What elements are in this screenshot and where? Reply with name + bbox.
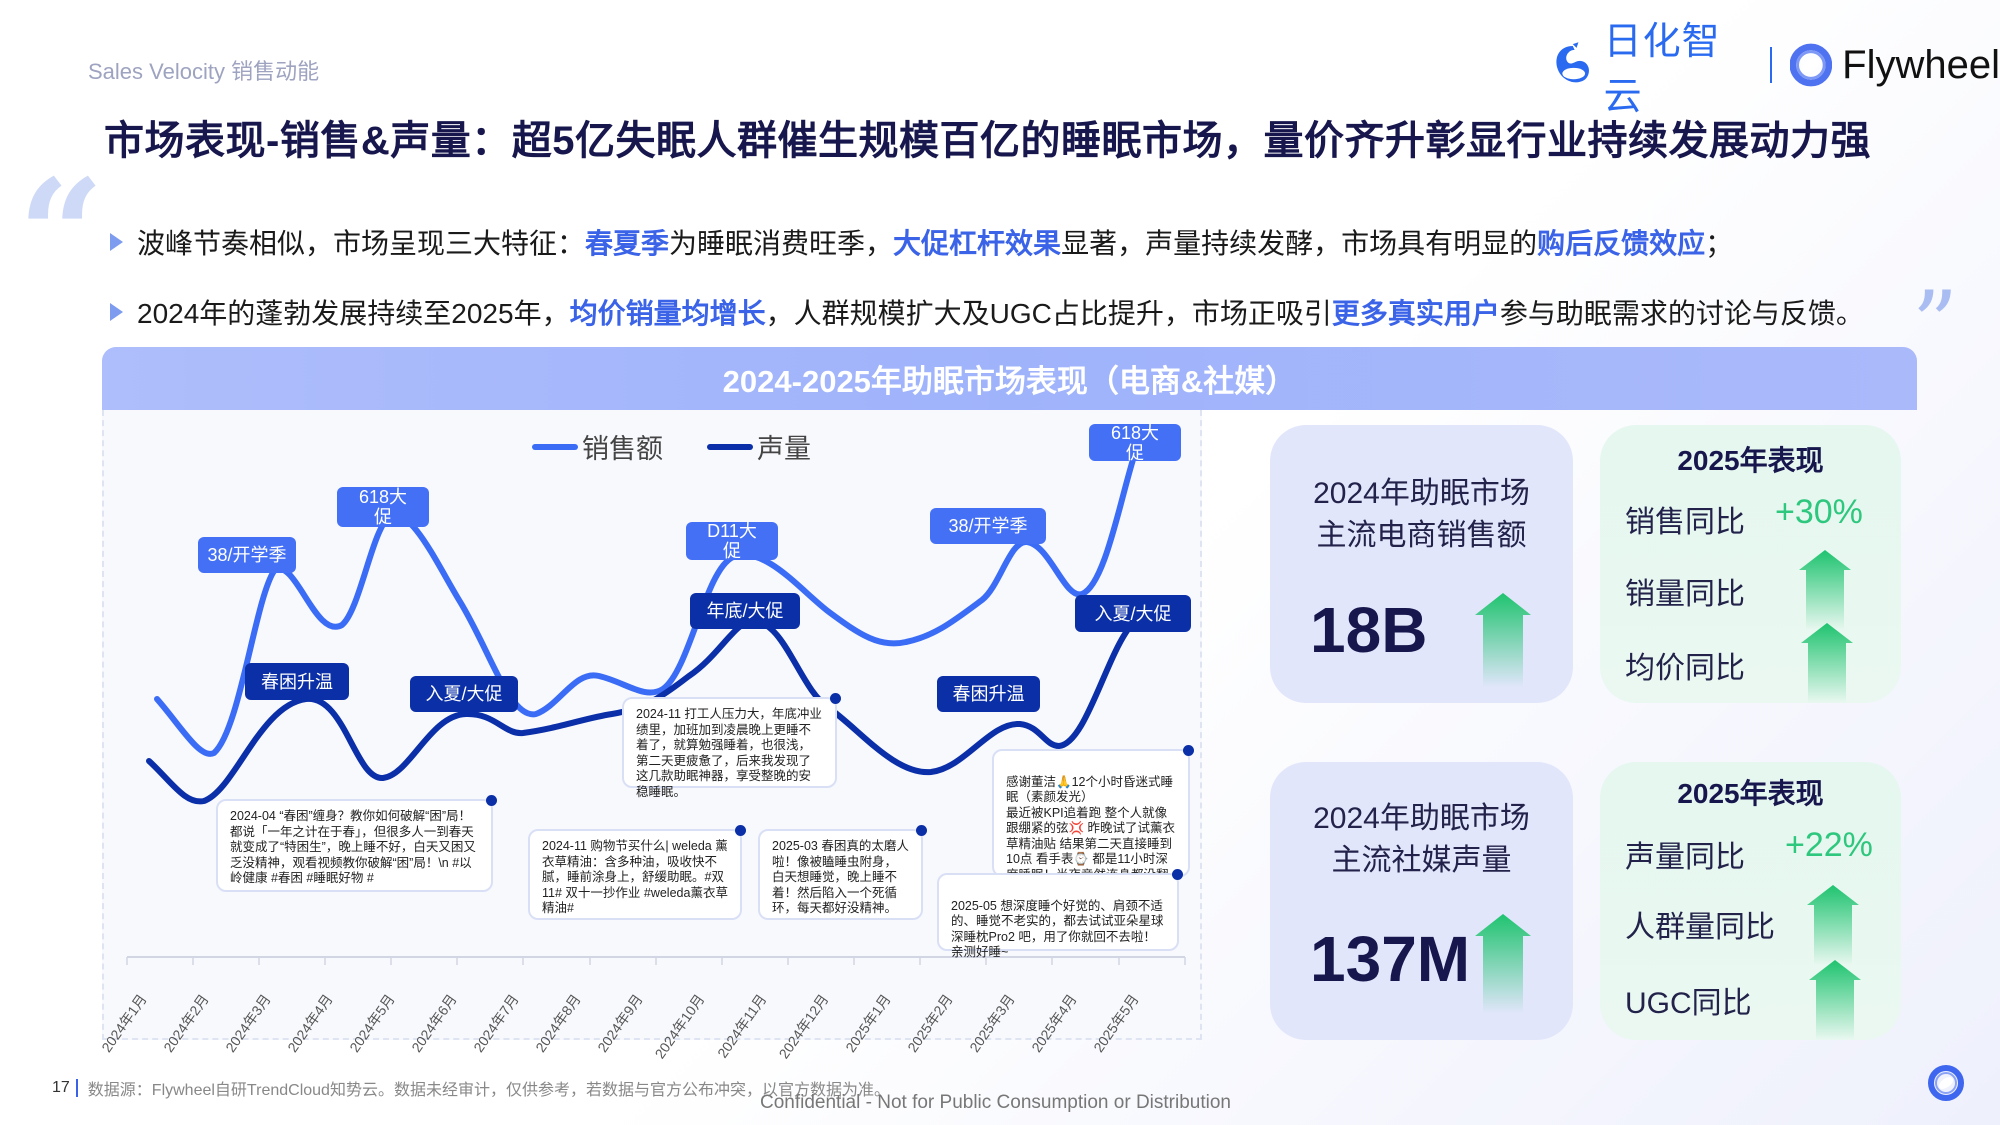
ugc-note-2024-04: 2024-04 “春困”缠身？教你如何破解“困”局！ 都说「一年之计在于春」，但… bbox=[216, 795, 497, 892]
card-2025-title: 2025年表现 bbox=[1677, 778, 1824, 809]
ecommerce-sales-value: 18B bbox=[1310, 594, 1428, 666]
up-arrow-icon bbox=[1809, 960, 1861, 1040]
ugc-note-2025-05: 2025-05 想深度睡个好觉的、肩颈不适的、睡觉不老实的，都去试试亚朵星球深睡… bbox=[937, 869, 1183, 959]
note-marker-dot bbox=[1172, 869, 1183, 880]
legend-swatch-sales bbox=[532, 443, 578, 450]
bullet-1: 波峰节奏相似，市场呈现三大特征： 春夏季 为睡眠消费旺季， 大促杠杆效果 显著，声量持续… bbox=[110, 222, 1733, 262]
tag-sales-618-2024: 618大 促 bbox=[337, 487, 429, 527]
row-voice-yoy-label: 声量同比 bbox=[1625, 841, 1745, 874]
tag-sales-d11-2024: D11大 促 bbox=[686, 521, 778, 561]
card-social-2025: 2025年表现 声量同比 +22% 人群量同比 UGC同比 bbox=[1600, 762, 1901, 1040]
flywheel-corner-icon bbox=[1928, 1065, 1964, 1101]
triangle-bullet-icon bbox=[110, 303, 123, 321]
note-marker-dot bbox=[735, 825, 746, 836]
tag-sales-38-2024: 38/开学季 bbox=[198, 537, 296, 573]
sales-line bbox=[154, 450, 1138, 757]
footer-divider bbox=[75, 1079, 78, 1097]
tag-voice-spring-2024: 春困升温 bbox=[245, 663, 349, 700]
card-ecommerce-2025: 2025年表现 销售同比 +30% 销量同比 均价同比 bbox=[1600, 425, 1901, 703]
bullet-2: 2024年的蓬勃发展持续至2025年， 均价销量均增长 ，人群规模扩大及UGC占比提… bbox=[110, 292, 1864, 332]
tag-voice-spring-2025: 春困升温 bbox=[937, 676, 1040, 712]
row-sales-yoy-label: 销售同比 bbox=[1625, 506, 1745, 539]
row-sales-yoy-value: +30% bbox=[1775, 493, 1863, 531]
close-quote-icon: ” bbox=[1912, 272, 1959, 377]
legend-label-voice: 声量 bbox=[757, 434, 811, 464]
note-marker-dot bbox=[830, 693, 841, 704]
tag-voice-summer-2025: 入夏/大促 bbox=[1075, 595, 1191, 632]
row-volume-yoy-label: 销量同比 bbox=[1625, 578, 1745, 611]
confidential-notice: Confidential - Not for Public Consumptio… bbox=[760, 1092, 1231, 1113]
row-voice-yoy-value: +22% bbox=[1785, 826, 1873, 864]
row-audience-yoy-label: 人群量同比 bbox=[1625, 911, 1775, 944]
ugc-note-2024-11-work: 2024-11 打工人压力大，年底冲业绩里，加班加到凌晨晚上更睡不着了，就算勉强… bbox=[622, 693, 841, 799]
row-ugc-yoy-label: UGC同比 bbox=[1625, 987, 1752, 1020]
up-arrow-icon bbox=[1801, 623, 1853, 703]
logo-separator bbox=[1769, 47, 1773, 83]
row-price-yoy-label: 均价同比 bbox=[1625, 652, 1745, 685]
logo-text-cn: 日化智云 bbox=[1603, 21, 1721, 118]
x-axis-ticks bbox=[126, 957, 1186, 965]
card-label-line1: 2024年助眠市场 bbox=[1313, 477, 1530, 510]
up-arrow-icon bbox=[1475, 914, 1531, 1014]
triangle-bullet-icon bbox=[110, 233, 123, 251]
brand-logo: 日化智云 Flywheel bbox=[1550, 21, 2000, 118]
flywheel-logo-icon bbox=[1790, 43, 1833, 87]
card-ecommerce-sales: 2024年助眠市场 主流电商销售额 18B bbox=[1270, 425, 1573, 703]
tag-sales-618-2025: 618大 促 bbox=[1089, 423, 1181, 463]
open-quote-icon: “ bbox=[18, 147, 105, 323]
section-category: Sales Velocity 销售动能 bbox=[88, 59, 320, 84]
chart-legend: 销售额 声量 bbox=[532, 427, 811, 466]
note-marker-dot bbox=[1183, 745, 1194, 756]
up-arrow-icon bbox=[1799, 550, 1851, 630]
logo-text-en: Flywheel bbox=[1842, 42, 2000, 87]
legend-swatch-voice bbox=[707, 443, 753, 450]
tag-sales-38-2025: 38/开学季 bbox=[930, 508, 1046, 544]
ugc-note-2024-11-weleda: 2024-11 购物节买什么| weleda 薰衣草精油：含多种油，吸收快不腻，… bbox=[528, 825, 746, 920]
social-voice-value: 137M bbox=[1310, 923, 1471, 995]
card-social-voice: 2024年助眠市场 主流社媒声量 137M bbox=[1270, 762, 1573, 1040]
legend-label-sales: 销售额 bbox=[582, 434, 663, 464]
ugc-note-2025-03: 2025-03 春困真的太磨人啦！像被瞌睡虫附身，白天想睡觉，晚上睡不着！然后陷… bbox=[758, 825, 927, 920]
page-title: 市场表现-销售&声量：超5亿失眠人群催生规模百亿的睡眠市场，量价齐升彰显行业持续… bbox=[104, 119, 1871, 163]
footer-source: 17 数据源：Flywheel自研TrendCloud知势云。数据未经审计，仅供… bbox=[52, 1076, 890, 1100]
card-label-line2: 主流社媒声量 bbox=[1331, 844, 1512, 877]
card-label-line2: 主流电商销售额 bbox=[1316, 519, 1527, 552]
note-marker-dot bbox=[486, 795, 497, 806]
tag-voice-summer-2024: 入夏/大促 bbox=[410, 676, 518, 712]
data-source-note: 数据源：Flywheel自研TrendCloud知势云。数据未经审计，仅供参考，… bbox=[87, 1082, 890, 1099]
card-label-line1: 2024年助眠市场 bbox=[1313, 802, 1530, 835]
tag-voice-yearend-2024: 年底/大促 bbox=[690, 593, 800, 629]
rihua-logo-icon bbox=[1556, 42, 1589, 83]
chart-header: 2024-2025年助眠市场表现（电商&社媒） bbox=[102, 347, 1917, 410]
ugc-note-2025-04: 感谢董洁🙏12个小时昏迷式睡眠（素颜发光） 最近被KPI追着跑 整个人就像跟绷紧… bbox=[992, 745, 1194, 882]
card-2025-title: 2025年表现 bbox=[1677, 445, 1824, 476]
page-number: 17 bbox=[52, 1079, 70, 1096]
note-marker-dot bbox=[916, 825, 927, 836]
up-arrow-icon bbox=[1807, 885, 1859, 965]
up-arrow-icon bbox=[1475, 593, 1531, 688]
